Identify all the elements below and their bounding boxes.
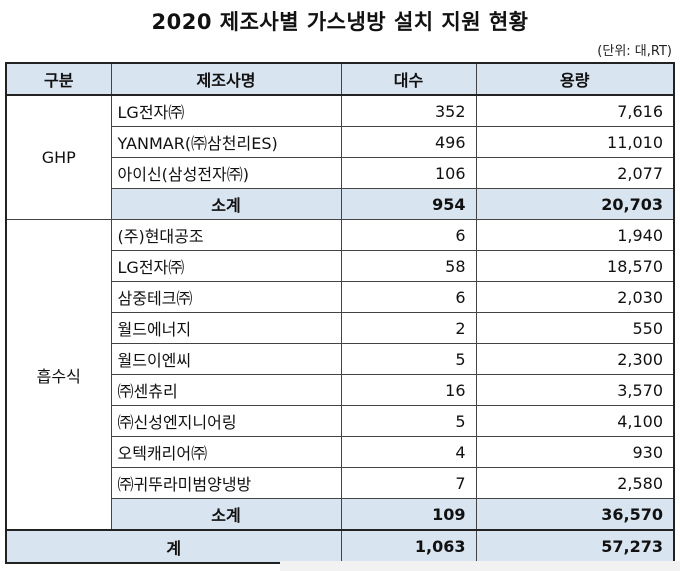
capacity-cell: 11,010	[475, 126, 675, 158]
total-capacity: 57,273	[475, 529, 675, 564]
capacity-cell: 7,616	[475, 94, 675, 127]
count-cell: 16	[340, 374, 477, 406]
count-cell: 496	[340, 126, 477, 158]
count-cell: 58	[340, 250, 477, 282]
count-cell: 5	[340, 343, 477, 375]
installation-table: 구분 제조사명 대수 용량 GHP LG전자㈜ 352 7,616 YANMAR(㈜삼천…	[5, 62, 675, 564]
table-row: 월드에너지 2 550	[6, 312, 675, 344]
group-label: GHP	[5, 94, 112, 220]
table-row: ㈜귀뚜라미범양냉방 7 2,580	[6, 467, 675, 499]
table-row: 오텍캐리어㈜ 4 930	[6, 436, 675, 468]
subtotal-row: 소계 109 36,570	[6, 498, 675, 531]
capacity-cell: 550	[475, 312, 675, 344]
capacity-cell: 18,570	[475, 250, 675, 282]
capacity-cell: 4,100	[475, 405, 675, 437]
count-cell: 352	[340, 94, 477, 127]
count-cell: 4	[340, 436, 477, 468]
maker-cell: 아이신(삼성전자㈜)	[110, 157, 342, 189]
count-cell: 5	[340, 405, 477, 437]
subtotal-capacity: 20,703	[475, 188, 675, 220]
maker-cell: 월드이엔씨	[110, 343, 342, 375]
table-row: YANMAR(㈜삼천리ES) 496 11,010	[6, 126, 675, 158]
table-row: GHP LG전자㈜ 352 7,616	[5, 94, 675, 220]
total-row: 계 1,063 57,273	[5, 529, 675, 564]
subtotal-label: 소계	[110, 188, 342, 220]
header-count: 대수	[340, 62, 477, 96]
table-row: 월드이엔씨 5 2,300	[6, 343, 675, 375]
capacity-cell: 930	[475, 436, 675, 468]
table-row: LG전자㈜ 58 18,570	[6, 250, 675, 282]
header-row: 구분 제조사명 대수 용량	[5, 62, 675, 96]
group-label: 흡수식	[5, 219, 112, 531]
table-row: 흡수식 (주)현대공조 6 1,940	[5, 219, 675, 531]
maker-cell: 오텍캐리어㈜	[110, 436, 342, 468]
count-cell: 106	[340, 157, 477, 189]
table-row: ㈜신성엔지니어링 5 4,100	[6, 405, 675, 437]
header-maker: 제조사명	[110, 62, 342, 96]
capacity-cell: 2,030	[475, 281, 675, 313]
maker-cell: 월드에너지	[110, 312, 342, 344]
table-body: GHP LG전자㈜ 352 7,616 YANMAR(㈜삼천리ES) 496 11,010 아…	[5, 94, 675, 564]
header-capacity: 용량	[475, 62, 675, 96]
count-cell: 6	[340, 219, 477, 251]
maker-cell: 삼중테크㈜	[110, 281, 342, 313]
total-label: 계	[5, 529, 342, 564]
table-row: 아이신(삼성전자㈜) 106 2,077	[6, 157, 675, 189]
maker-cell: ㈜센츄리	[110, 374, 342, 406]
subtotal-count: 109	[340, 498, 477, 531]
subtotal-label: 소계	[110, 498, 342, 531]
capacity-cell: 2,077	[475, 157, 675, 189]
count-cell: 7	[340, 467, 477, 499]
count-cell: 2	[340, 312, 477, 344]
count-cell: 6	[340, 281, 477, 313]
maker-cell: LG전자㈜	[110, 94, 342, 127]
capacity-cell: 2,580	[475, 467, 675, 499]
capacity-cell: 3,570	[475, 374, 675, 406]
maker-cell: LG전자㈜	[110, 250, 342, 282]
header-category: 구분	[5, 62, 112, 96]
bottom-strip	[280, 561, 680, 571]
table-row: 삼중테크㈜ 6 2,030	[6, 281, 675, 313]
maker-cell: (주)현대공조	[110, 219, 342, 251]
capacity-cell: 2,300	[475, 343, 675, 375]
capacity-cell: 1,940	[475, 219, 675, 251]
unit-note: (단위: 대,RT)	[597, 44, 672, 59]
maker-cell: ㈜귀뚜라미범양냉방	[110, 467, 342, 499]
subtotal-row: 소계 954 20,703	[6, 188, 675, 220]
total-count: 1,063	[340, 529, 477, 564]
report-title: 2020 제조사별 가스냉방 설치 지원 현황	[151, 10, 529, 34]
maker-cell: ㈜신성엔지니어링	[110, 405, 342, 437]
subtotal-count: 954	[340, 188, 477, 220]
maker-cell: YANMAR(㈜삼천리ES)	[110, 126, 342, 158]
subtotal-capacity: 36,570	[475, 498, 675, 531]
